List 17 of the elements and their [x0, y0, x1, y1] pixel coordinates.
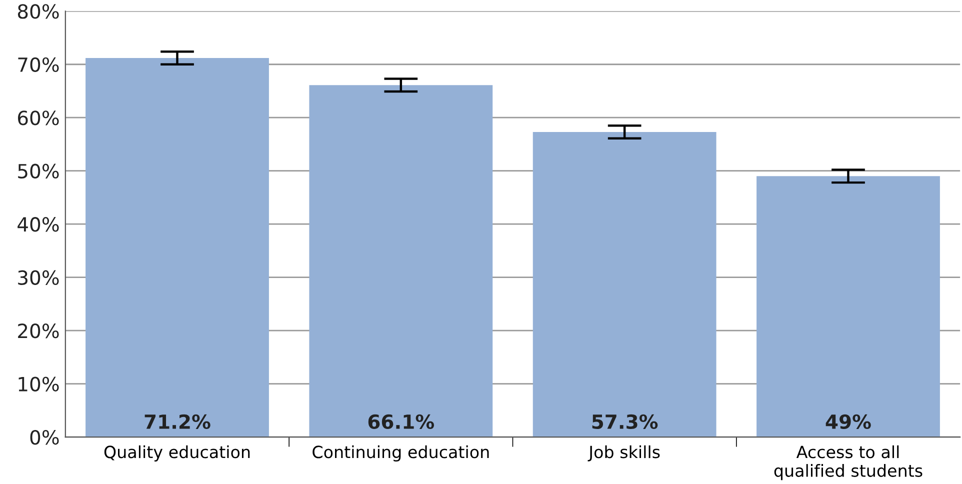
y-tick-label: 70%	[18, 57, 59, 72]
y-tick-label: 80%	[18, 4, 59, 19]
data-label: 66.1%	[368, 414, 434, 430]
data-label: 57.3%	[592, 414, 658, 430]
y-tick-label: 20%	[18, 324, 59, 338]
y-tick-label: 60%	[18, 110, 59, 126]
x-tick-label: Quality education	[104, 445, 250, 462]
y-tick-label: 0%	[30, 430, 59, 445]
data-label: 71.2%	[144, 414, 210, 430]
x-tick-label: Continuing education	[312, 445, 489, 462]
data-label: 49%	[826, 414, 871, 430]
y-tick-label: 40%	[18, 217, 59, 232]
y-tick-label: 30%	[18, 270, 59, 285]
y-tick-label: 50%	[18, 164, 59, 179]
y-tick-label: 10%	[18, 376, 59, 392]
x-tick-label: Job skills	[588, 445, 660, 462]
x-tick-label: Access to all qualified students	[774, 445, 922, 480]
